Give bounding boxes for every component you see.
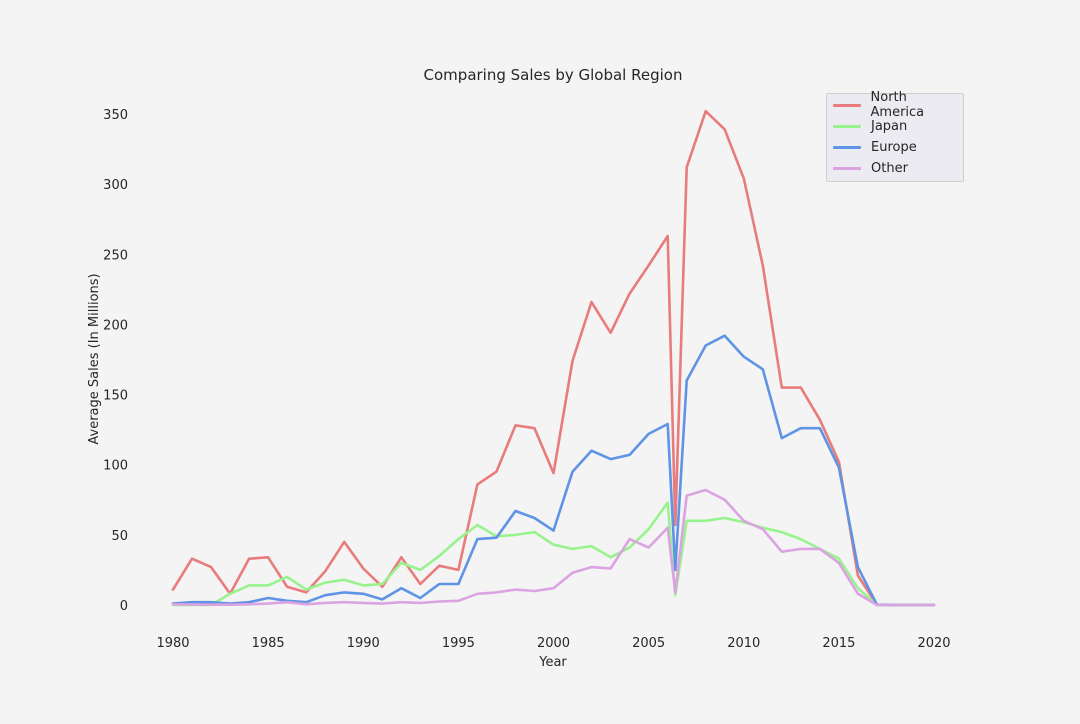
series-line-europe	[171, 334, 936, 607]
x-axis-ticks: 1980 1985 1990 1995 2000 2005 2010 2015 2020	[156, 636, 950, 651]
y-axis-label: Average Sales (In Millions)	[87, 273, 102, 444]
legend-label: Japan	[871, 118, 908, 134]
series-line-other	[171, 488, 936, 607]
y-tick-label: 200	[103, 318, 128, 333]
legend-swatch-europe	[833, 145, 861, 149]
y-tick-label: 50	[111, 529, 128, 544]
y-tick-label: 300	[103, 178, 128, 193]
legend-label: Other	[871, 160, 908, 176]
legend-item-europe: Europe	[833, 137, 917, 157]
x-axis-label: Year	[538, 655, 567, 670]
y-tick-label: 100	[103, 459, 128, 474]
legend-swatch-japan	[833, 124, 861, 128]
series-line-north-america	[171, 109, 936, 607]
y-tick-label: 250	[103, 248, 128, 263]
x-tick-label: 1990	[347, 636, 380, 651]
legend-item-north-america: North America	[833, 90, 963, 120]
x-tick-label: 2000	[537, 636, 570, 651]
y-axis-ticks: 0 50 100 150 200 250 300 350	[103, 108, 128, 614]
series-lines	[171, 109, 936, 607]
legend-label: North America	[870, 90, 925, 120]
x-tick-label: 1995	[442, 636, 475, 651]
x-tick-label: 2015	[822, 636, 855, 651]
legend-swatch-other	[833, 166, 861, 170]
x-tick-label: 2020	[917, 636, 950, 651]
legend-item-other: Other	[833, 158, 908, 178]
legend: North America Japan Europe Other	[826, 90, 964, 182]
y-tick-label: 350	[103, 108, 128, 123]
x-tick-label: 1985	[252, 636, 285, 651]
chart-title: Comparing Sales by Global Region	[424, 66, 683, 84]
legend-item-japan: Japan	[833, 116, 907, 136]
x-tick-label: 2010	[727, 636, 760, 651]
legend-swatch-north-america	[833, 103, 861, 107]
y-tick-label: 150	[103, 389, 128, 404]
x-tick-label: 2005	[632, 636, 665, 651]
y-tick-label: 0	[120, 599, 128, 614]
series-line-japan	[171, 501, 936, 607]
legend-label: Europe	[871, 139, 917, 155]
x-tick-label: 1980	[156, 636, 189, 651]
